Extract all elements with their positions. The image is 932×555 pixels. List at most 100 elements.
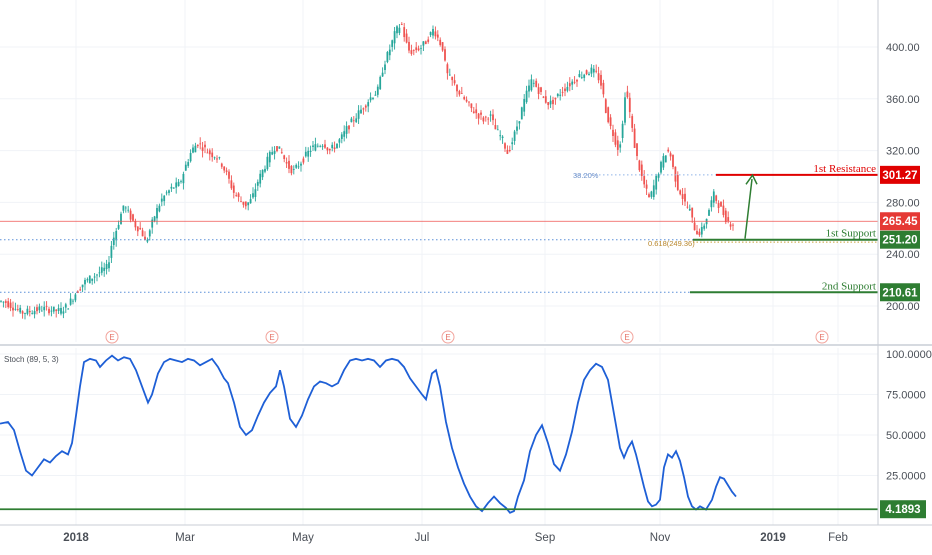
candle-body xyxy=(120,213,122,225)
candle-body xyxy=(636,143,638,157)
candle-body xyxy=(468,101,470,103)
candle-body xyxy=(662,156,665,168)
candle-body xyxy=(556,93,559,97)
candle-body xyxy=(26,308,29,314)
time-tick-label: May xyxy=(292,532,314,544)
chart-grid xyxy=(0,0,878,525)
candle-body xyxy=(496,129,499,131)
candle-body xyxy=(552,99,554,105)
candle-body xyxy=(348,125,350,130)
candle-body xyxy=(612,129,614,136)
candle-body xyxy=(64,304,67,308)
candle-body xyxy=(324,144,326,148)
candle-body xyxy=(175,182,178,188)
candle-body xyxy=(206,152,209,154)
earnings-marker xyxy=(620,330,634,344)
candle-body xyxy=(280,152,283,154)
earnings-marker-label: E xyxy=(269,333,274,342)
earnings-marker xyxy=(105,330,119,344)
candle-body xyxy=(105,263,108,270)
candle-body xyxy=(727,217,730,222)
candle-body xyxy=(528,85,530,92)
candle-body xyxy=(494,125,497,130)
earnings-marker xyxy=(441,330,455,344)
candle-body xyxy=(100,267,103,273)
candle-body xyxy=(38,306,41,311)
candle-body xyxy=(729,224,732,227)
candle-body xyxy=(338,139,341,143)
stoch-line xyxy=(0,354,737,514)
candle-body xyxy=(441,42,444,51)
candle-body xyxy=(633,128,636,148)
candle-body xyxy=(40,310,43,312)
candle-body xyxy=(223,166,226,171)
candle-body xyxy=(88,275,91,284)
fib-382-label: 38.20% xyxy=(573,171,599,180)
candle-body xyxy=(352,120,355,122)
candle-body xyxy=(345,126,348,134)
candle-body xyxy=(177,181,180,187)
candle-body xyxy=(72,300,74,302)
candle-body xyxy=(321,145,324,147)
candle-body xyxy=(0,300,2,302)
earnings-marker xyxy=(265,330,279,344)
candle-body xyxy=(55,309,58,312)
time-tick-label: Nov xyxy=(650,532,671,544)
candle-body xyxy=(216,158,218,160)
candle-body xyxy=(547,102,550,106)
candle-body xyxy=(400,24,403,25)
candle-body xyxy=(144,236,146,241)
candle-body xyxy=(508,149,511,152)
candle-body xyxy=(91,278,94,281)
candle-body xyxy=(266,156,269,170)
candle-body xyxy=(314,144,317,151)
earnings-marker-label: E xyxy=(109,333,114,342)
candle-body xyxy=(597,73,600,81)
candle-body xyxy=(362,108,365,110)
candle-body xyxy=(554,97,557,100)
candle-body xyxy=(660,161,662,173)
candle-body xyxy=(278,146,281,149)
stochastic-pane: Stoch (89, 5, 3) xyxy=(0,354,878,514)
candle-body xyxy=(48,308,50,314)
candle-body xyxy=(148,230,151,237)
candle-body xyxy=(427,39,430,42)
candle-body xyxy=(475,109,478,114)
candle-body xyxy=(532,82,535,84)
candle-body xyxy=(398,27,401,33)
stoch-value-tag-bg xyxy=(880,500,926,519)
candle-body xyxy=(182,173,185,184)
candle-body xyxy=(163,195,166,202)
candle-body xyxy=(16,309,19,310)
candle-body xyxy=(124,207,127,209)
candle-body xyxy=(254,189,257,197)
candle-body xyxy=(621,123,624,139)
candle-body xyxy=(331,144,334,149)
candle-body xyxy=(247,202,250,206)
candle-body xyxy=(393,31,396,44)
candle-body xyxy=(232,185,235,193)
candle-body xyxy=(74,294,77,301)
candle-body xyxy=(4,301,7,303)
price-tick-label: 320.00 xyxy=(886,146,920,158)
candle-body xyxy=(189,153,192,162)
candle-body xyxy=(151,219,154,228)
candle-body xyxy=(732,224,734,226)
candle-body xyxy=(12,307,14,311)
candle-body xyxy=(132,214,134,221)
candle-body xyxy=(717,203,720,208)
candle-body xyxy=(374,94,377,96)
candle-body xyxy=(566,86,569,91)
candle-body xyxy=(568,83,571,87)
candle-body xyxy=(645,184,648,189)
support-1-price-tag: 251.20 xyxy=(882,235,917,247)
candle-body xyxy=(285,162,288,164)
stoch-tick-label: 100.0000 xyxy=(886,349,932,361)
candle-body xyxy=(369,97,372,101)
candle-body xyxy=(691,207,694,218)
candle-body xyxy=(242,201,245,205)
candle-body xyxy=(482,117,485,122)
candle-body xyxy=(357,110,360,119)
